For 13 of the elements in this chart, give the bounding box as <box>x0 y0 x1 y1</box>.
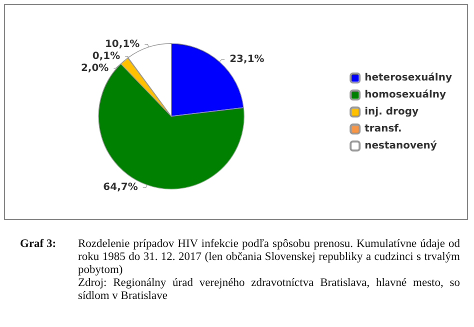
legend-label: nestanovený <box>364 140 438 152</box>
legend-label: transf. <box>364 124 402 134</box>
text: Zdroj: Regionálny úrad verejného zdravotníctva Bratislava, hlavné mesto, so sídlom v Bratislave <box>78 277 460 303</box>
legend-label: heterosexuálny <box>364 72 452 84</box>
data-label: 23,1% <box>230 54 264 66</box>
legend-label: inj. drogy <box>364 106 419 118</box>
data-label: 0,1% <box>92 50 120 62</box>
text: Graf 3: <box>20 238 58 252</box>
data-label: 64,7% <box>103 182 138 194</box>
data-label: 10,1% <box>104 38 140 50</box>
legend-label: homosexuálny <box>364 90 446 100</box>
data-label: 2,0% <box>80 62 109 74</box>
text: Rozdelenie prípadov HIV infekcie podľa spôsobu prenosu. Kumulatívne údaje od roku 1985 do 31. 12. 2017 (len občania Slovenskej republiky a cudzinci s trvalým pobytom) <box>78 238 460 277</box>
